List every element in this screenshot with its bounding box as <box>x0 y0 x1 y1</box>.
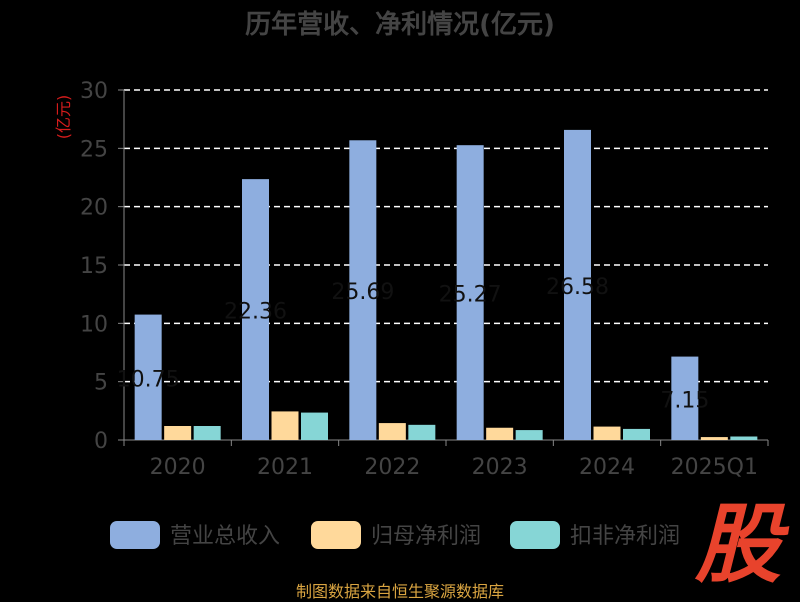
bar <box>515 430 543 440</box>
bar <box>242 179 269 440</box>
x-tick-label: 2021 <box>257 455 313 480</box>
y-tick-label: 20 <box>80 196 108 221</box>
legend-label: 营业总收入 <box>170 524 280 549</box>
data-source-text: 制图数据来自恒生聚源数据库 <box>295 582 504 601</box>
bar-value-label: 22.36 <box>224 300 287 325</box>
x-tick-label: 2025Q1 <box>671 455 758 480</box>
stock-logo: 股 <box>695 495 781 595</box>
x-tick-label: 2024 <box>579 455 635 480</box>
bar <box>700 437 728 440</box>
y-tick-label: 0 <box>94 429 108 454</box>
bar <box>486 427 514 440</box>
legend-swatch <box>110 521 160 549</box>
legend-swatch <box>311 521 361 549</box>
chart-title: 历年营收、净利情况(亿元) <box>245 9 555 40</box>
bar <box>349 140 377 441</box>
bar <box>271 411 299 440</box>
bar-value-label: 25.69 <box>331 280 394 305</box>
legend-swatch <box>510 521 560 549</box>
bar <box>193 426 221 440</box>
bar <box>134 314 162 440</box>
bar <box>456 145 484 440</box>
bar <box>623 428 650 440</box>
y-tick-label: 30 <box>80 79 108 104</box>
bar <box>378 423 406 440</box>
bar <box>564 129 591 440</box>
y-tick-label: 10 <box>80 312 108 337</box>
y-tick-label: 5 <box>94 371 108 396</box>
x-tick-label: 2020 <box>150 455 206 480</box>
y-tick-label: 25 <box>80 137 108 162</box>
bar <box>301 412 328 440</box>
bar <box>730 436 758 440</box>
bar-value-label: 7.15 <box>660 388 709 413</box>
y-axis-unit-label: (亿元) <box>54 95 73 140</box>
y-tick-label: 15 <box>80 254 108 279</box>
bar-value-label: 26.58 <box>546 275 609 300</box>
bar <box>164 426 192 440</box>
bar-value-label: 25.27 <box>439 283 502 308</box>
legend-label: 扣非净利润 <box>570 524 680 549</box>
bar-value-label: 10.75 <box>117 367 180 392</box>
legend-label: 归母净利润 <box>371 524 481 549</box>
x-tick-label: 2023 <box>472 455 528 480</box>
bar <box>593 426 621 440</box>
bar <box>408 424 436 440</box>
bar <box>671 356 699 440</box>
x-tick-label: 2022 <box>364 455 420 480</box>
